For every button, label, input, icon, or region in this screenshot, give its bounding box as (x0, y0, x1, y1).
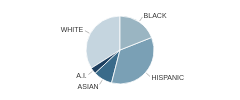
svg-text:BLACK: BLACK (144, 12, 167, 19)
svg-text:ASIAN: ASIAN (78, 83, 99, 90)
svg-text:WHITE: WHITE (61, 26, 84, 33)
svg-text:HISPANIC: HISPANIC (152, 74, 185, 81)
svg-text:A.I.: A.I. (76, 72, 87, 79)
